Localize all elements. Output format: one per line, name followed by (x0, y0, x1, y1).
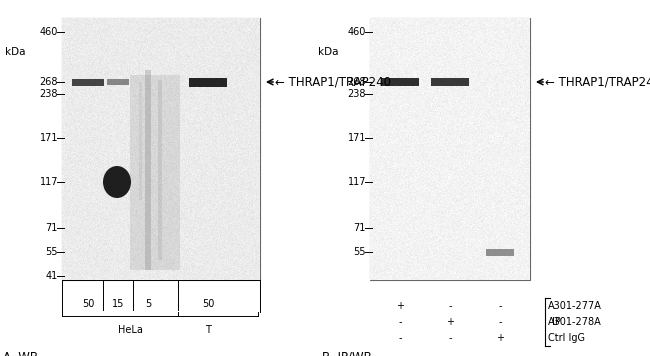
Text: 171: 171 (40, 133, 58, 143)
Text: 117: 117 (348, 177, 366, 187)
Text: -: - (448, 301, 452, 311)
Text: -: - (448, 333, 452, 343)
Text: -: - (398, 333, 402, 343)
Text: ← THRAP1/TRAP240: ← THRAP1/TRAP240 (275, 75, 391, 89)
Ellipse shape (103, 166, 131, 198)
Bar (381, 78, 419, 86)
Bar (107, 79, 129, 85)
Bar (158, 80, 162, 260)
Text: IP: IP (552, 317, 561, 327)
Text: A301-278A: A301-278A (548, 317, 602, 327)
Text: T: T (205, 325, 211, 335)
Bar (138, 82, 142, 200)
Text: +: + (396, 301, 404, 311)
Text: 5: 5 (145, 299, 151, 309)
Bar (370, 18, 530, 280)
Bar (62, 18, 260, 280)
Text: A301-277A: A301-277A (548, 301, 602, 311)
Text: -: - (499, 301, 502, 311)
Text: 117: 117 (40, 177, 58, 187)
Text: 268: 268 (348, 77, 366, 87)
Text: A. WB: A. WB (3, 351, 38, 356)
Text: 460: 460 (40, 27, 58, 37)
Bar (130, 75, 180, 270)
Text: +: + (446, 317, 454, 327)
Text: 71: 71 (354, 223, 366, 233)
Text: B. IP/WB: B. IP/WB (322, 351, 372, 356)
Text: Ctrl IgG: Ctrl IgG (548, 333, 585, 343)
Text: 50: 50 (82, 299, 94, 309)
Text: 268: 268 (40, 77, 58, 87)
Text: HeLa: HeLa (118, 325, 142, 335)
Bar (189, 78, 227, 87)
Text: 238: 238 (348, 89, 366, 99)
Text: 15: 15 (112, 299, 124, 309)
Text: 460: 460 (348, 27, 366, 37)
Text: +: + (496, 333, 504, 343)
Text: 55: 55 (354, 247, 366, 257)
Text: -: - (398, 317, 402, 327)
Text: 171: 171 (348, 133, 366, 143)
Text: 50: 50 (202, 299, 214, 309)
Bar (72, 79, 104, 85)
Text: -: - (499, 317, 502, 327)
Bar (431, 78, 469, 86)
Text: 55: 55 (46, 247, 58, 257)
Text: ← THRAP1/TRAP240: ← THRAP1/TRAP240 (545, 75, 650, 89)
Text: 238: 238 (40, 89, 58, 99)
Bar (486, 248, 514, 256)
Text: kDa: kDa (318, 47, 339, 57)
Text: 41: 41 (46, 271, 58, 281)
Text: 71: 71 (46, 223, 58, 233)
Text: kDa: kDa (5, 47, 25, 57)
Bar (145, 70, 151, 270)
